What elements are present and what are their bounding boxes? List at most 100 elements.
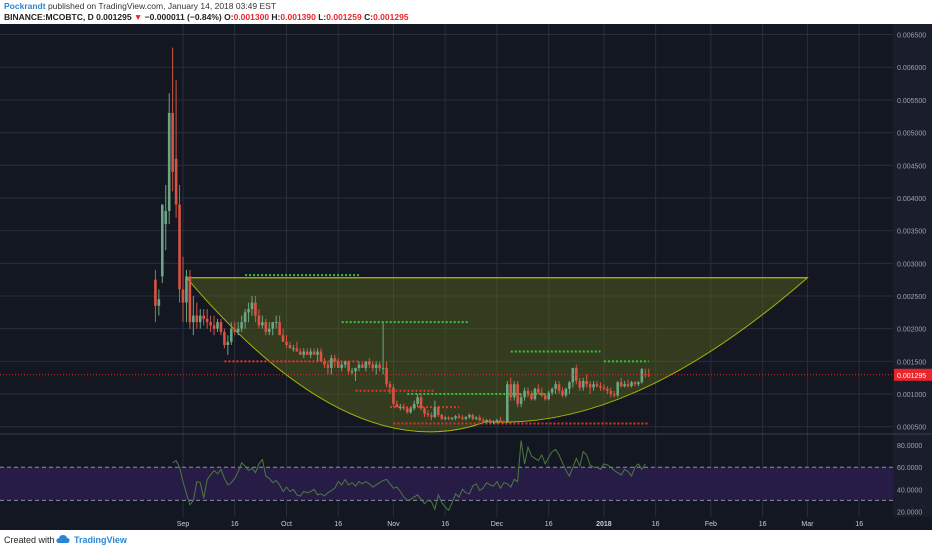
rsi-tick-label: 60.0000 <box>897 465 922 472</box>
candle-body <box>416 397 419 404</box>
candle-body <box>471 414 475 419</box>
candle-body <box>371 364 375 368</box>
price-tick-label: 0.003000 <box>897 261 926 268</box>
candle-body <box>171 112 174 172</box>
candle-body <box>323 361 326 365</box>
time-tick-label: Sep <box>177 521 190 528</box>
candle-body <box>547 392 550 400</box>
candle-body <box>464 416 468 419</box>
candle-body <box>223 331 226 346</box>
price-tick-label: 0.001500 <box>897 359 926 366</box>
candle-body <box>212 325 216 329</box>
candle-body <box>267 328 271 332</box>
time-tick-label: Oct <box>281 521 292 528</box>
tradingview-link[interactable]: TradingView <box>74 535 127 545</box>
candle-body <box>409 408 412 413</box>
author-link[interactable]: Pockrandt <box>4 1 46 11</box>
candle-body <box>309 351 312 355</box>
candle-body <box>178 204 181 290</box>
rsi-band <box>0 467 893 501</box>
open-value: 0.001300 <box>233 12 270 22</box>
candle-body <box>623 384 626 387</box>
candle-body <box>526 390 530 395</box>
candle-body <box>557 384 561 391</box>
price-tick-label: 0.003500 <box>897 229 926 236</box>
candle-body <box>405 408 409 413</box>
candle-body <box>330 358 333 368</box>
candle-body <box>336 361 340 368</box>
candle-body <box>343 361 347 365</box>
ohlc-values: O:0.001300 H:0.001390 L:0.001259 C:0.001… <box>224 12 408 22</box>
candle-body <box>619 382 623 387</box>
candle-body <box>181 289 185 303</box>
symbol-label: BINANCE:MCOBTC, D <box>4 12 94 22</box>
candle-body <box>474 417 478 419</box>
candle-body <box>374 364 378 368</box>
candle-body <box>609 390 613 395</box>
candle-body <box>595 384 599 387</box>
price-chart[interactable]: 0.006500 0.006000 0.005500 0.005000 0.004500… <box>0 24 932 530</box>
time-tick-label: 16 <box>652 521 660 528</box>
candle-body <box>447 417 450 419</box>
candle-body <box>533 388 537 400</box>
rsi-line <box>172 440 646 512</box>
candle-body <box>174 158 178 205</box>
candle-body <box>305 351 309 355</box>
candle-body <box>357 364 361 368</box>
candle-body <box>568 382 571 389</box>
candle-body <box>278 322 281 336</box>
candle-body <box>333 358 337 362</box>
candle-body <box>561 390 564 396</box>
candle-body <box>395 403 399 408</box>
candle-body <box>499 420 502 422</box>
candle-body <box>540 392 544 396</box>
last-price-tag <box>894 368 932 381</box>
time-tick-label: Dec <box>491 521 504 528</box>
candle-body <box>161 204 164 277</box>
price-tick-label: 0.004500 <box>897 163 926 170</box>
price-change: −0.000011 (−0.84%) <box>144 12 222 22</box>
candle-body <box>274 322 278 324</box>
candle-body <box>326 364 330 368</box>
candle-body <box>247 309 250 313</box>
candle-body <box>523 390 526 398</box>
candle-body <box>437 407 440 415</box>
candle-body <box>512 384 516 398</box>
candle-body <box>564 388 568 396</box>
candle-body <box>543 395 547 400</box>
price-tick-label: 0.002500 <box>897 294 926 301</box>
candle-body <box>381 367 385 369</box>
price-axis-background <box>893 24 932 530</box>
candle-body <box>271 322 274 329</box>
candle-body <box>350 371 354 373</box>
candle-body <box>433 407 437 417</box>
candle-body <box>426 413 430 415</box>
candle-body <box>457 416 461 418</box>
candle-body <box>243 312 247 323</box>
candle-body <box>368 361 371 365</box>
candle-body <box>399 407 402 409</box>
candle-body <box>392 387 395 404</box>
candle-body <box>506 384 509 423</box>
time-tick-label: 16 <box>759 521 767 528</box>
candle-body <box>154 279 157 306</box>
candle-body <box>299 351 302 355</box>
candle-body <box>198 315 202 323</box>
candle-body <box>530 394 533 400</box>
candle-body <box>443 417 447 419</box>
candle-body <box>581 380 585 388</box>
candle-body <box>478 417 481 421</box>
candle-body <box>250 302 254 310</box>
candle-body <box>423 408 426 414</box>
candle-body <box>502 421 506 423</box>
candle-body <box>340 364 343 368</box>
price-tick-label: 0.000500 <box>897 425 926 432</box>
price-tick-label: 0.001000 <box>897 392 926 399</box>
candle-body <box>519 397 523 404</box>
candle-body <box>164 211 168 225</box>
down-arrow-icon: ▼ <box>133 12 143 22</box>
candle-body <box>550 388 554 393</box>
candle-body <box>347 361 350 372</box>
price-tick-label: 0.002000 <box>897 327 926 334</box>
candle-body <box>509 384 513 398</box>
